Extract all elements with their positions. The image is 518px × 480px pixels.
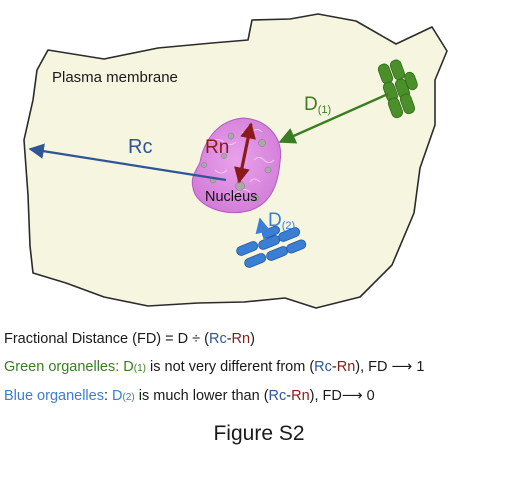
rc-label: Rc (128, 136, 152, 158)
d1-arrow (278, 92, 389, 144)
blue-organelles (236, 225, 307, 268)
green-rc: Rc (314, 359, 332, 375)
plasma-membrane-label: Plasma membrane (52, 69, 178, 86)
formula-rc: Rc (208, 331, 227, 347)
caption-formula: Fractional Distance (FD) = D ÷ (Rc-Rn) (4, 330, 255, 348)
blue-d-sub: (2) (122, 392, 135, 403)
caption-green: Green organelles: D(1) is not very diffe… (4, 358, 424, 378)
formula-suffix: ) (250, 331, 255, 347)
rc-arrow (28, 143, 227, 182)
green-rn: Rn (336, 359, 356, 375)
blue-colon: : (103, 388, 113, 404)
d1-label: D(1) (304, 94, 331, 116)
formula-rn: Rn (231, 331, 251, 347)
nucleus-label: Nucleus (205, 189, 257, 205)
green-tail: ), FD ⟶ 1 (355, 359, 425, 375)
d2-label: D(2) (268, 210, 295, 232)
blue-rn: Rn (291, 388, 310, 404)
green-d: D (123, 359, 134, 375)
formula-dash: - (226, 331, 232, 347)
rn-label: Rn (205, 137, 229, 158)
blue-d: D (112, 388, 123, 404)
blue-rc: Rc (268, 388, 287, 404)
formula-prefix: Fractional Distance (FD) = D ÷ ( (4, 331, 209, 347)
green-dash: - (331, 359, 337, 375)
green-mid: is not very different from ( (146, 359, 315, 375)
caption-blue: Blue organelles: D(2) is much lower than… (4, 387, 375, 407)
rn-arrow (234, 122, 256, 184)
cell-diagram: Plasma membrane D(1) Rn Rc Nucleus (23, 13, 448, 309)
green-organelles (377, 59, 418, 119)
green-d-sub: (1) (133, 363, 147, 374)
blue-tail: ), FD⟶ 0 (309, 388, 375, 404)
blue-mid: is much lower than ( (134, 388, 269, 404)
blue-dash: - (286, 388, 292, 404)
figure-title: Figure S2 (213, 422, 305, 445)
d2-arrow (255, 217, 271, 242)
green-lead: Green organelles: (4, 359, 124, 375)
blue-lead: Blue organelles (4, 388, 104, 404)
